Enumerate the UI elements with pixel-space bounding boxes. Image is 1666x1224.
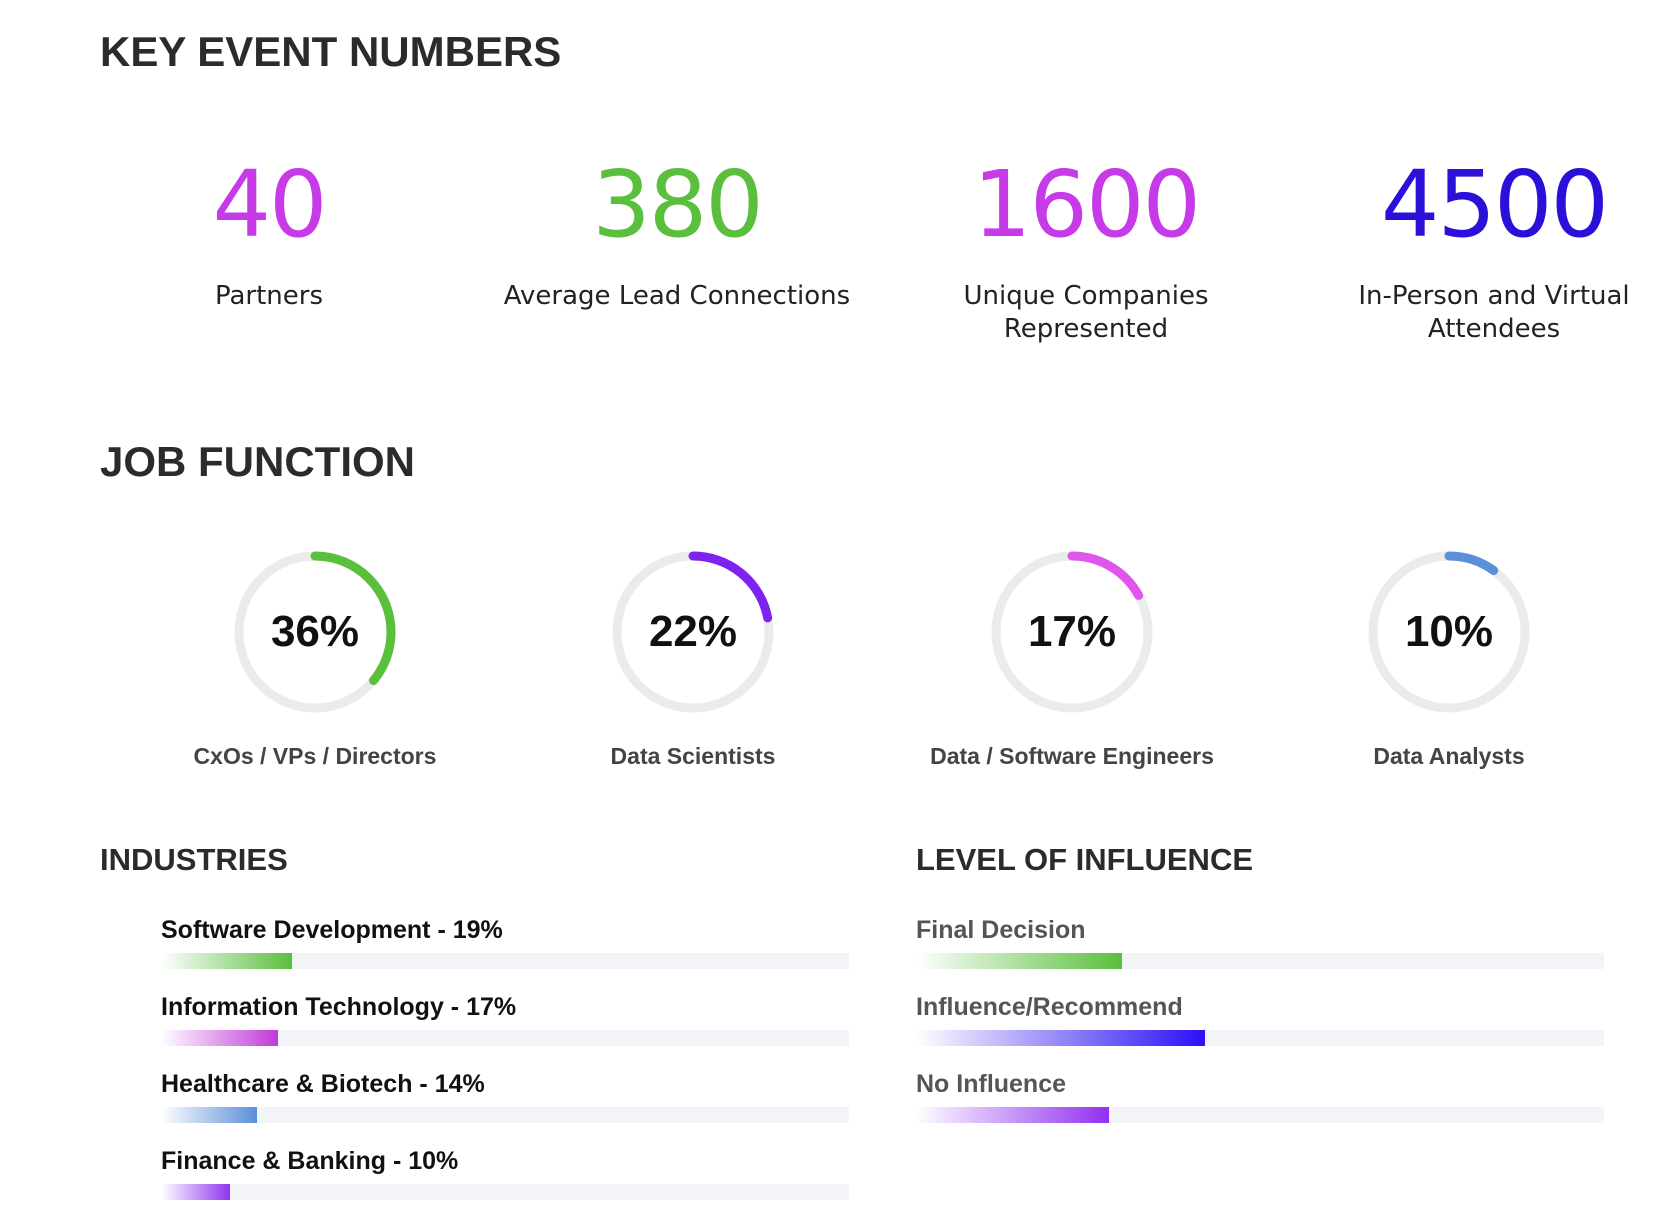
bar-fill bbox=[161, 1184, 230, 1200]
bar-track bbox=[916, 1107, 1604, 1123]
bar-track bbox=[916, 1030, 1604, 1046]
bar-label: Final Decision bbox=[916, 916, 1086, 944]
bar-fill bbox=[161, 953, 292, 969]
ring-percent: 10% bbox=[1404, 607, 1494, 656]
ring-chart bbox=[612, 551, 774, 713]
industries-heading: INDUSTRIES bbox=[100, 842, 288, 877]
ring-chart bbox=[1368, 551, 1530, 713]
bar-track bbox=[161, 1107, 849, 1123]
key-event-numbers-heading: KEY EVENT NUMBERS bbox=[100, 28, 562, 75]
bar-track bbox=[161, 1030, 849, 1046]
bar-label: Information Technology - 17% bbox=[161, 993, 517, 1021]
ring-progress bbox=[1368, 551, 1530, 713]
stat-value: 40 bbox=[212, 151, 327, 258]
stat-label: In-Person and Virtual Attendees bbox=[1358, 281, 1630, 344]
stat-value: 1600 bbox=[972, 151, 1201, 258]
bar-label: Influence/Recommend bbox=[916, 993, 1183, 1021]
key-number-stat: 380 Average Lead Connections bbox=[477, 150, 877, 313]
industries-bar-row: Finance & Banking - 10% bbox=[161, 1146, 849, 1200]
influence-bar-row: No Influence bbox=[916, 1069, 1604, 1123]
bar-label: No Influence bbox=[916, 1070, 1067, 1098]
job-function-label: Data / Software Engineers bbox=[930, 743, 1214, 769]
key-number-stat: 1600 Unique Companies Represented bbox=[886, 150, 1286, 346]
bar-track bbox=[161, 953, 849, 969]
bar-track bbox=[916, 953, 1604, 969]
bar-track bbox=[161, 1184, 849, 1200]
job-function-label: CxOs / VPs / Directors bbox=[193, 743, 437, 769]
ring-progress bbox=[234, 551, 396, 713]
industries-bar-row: Software Development - 19% bbox=[161, 915, 849, 969]
stat-value: 380 bbox=[592, 151, 764, 258]
key-number-stat: 4500 In-Person and Virtual Attendees bbox=[1294, 150, 1666, 346]
bar-fill bbox=[916, 1107, 1109, 1123]
bar-label: Finance & Banking - 10% bbox=[161, 1147, 459, 1175]
ring-percent: 36% bbox=[270, 607, 360, 656]
ring-percent: 17% bbox=[1027, 607, 1117, 656]
stat-value: 4500 bbox=[1380, 151, 1609, 258]
influence-bar-row: Influence/Recommend bbox=[916, 992, 1604, 1046]
stat-label: Partners bbox=[214, 281, 324, 311]
bar-fill bbox=[916, 1030, 1205, 1046]
ring-progress bbox=[612, 551, 774, 713]
job-function-heading: JOB FUNCTION bbox=[100, 438, 415, 485]
stat-label: Unique Companies Represented bbox=[963, 281, 1209, 344]
job-function-ring: 17% bbox=[987, 547, 1157, 717]
bar-fill bbox=[161, 1107, 258, 1123]
stat-label: Average Lead Connections bbox=[503, 281, 851, 311]
level-of-influence-heading: LEVEL OF INFLUENCE bbox=[916, 842, 1254, 877]
job-function-ring: 36% bbox=[230, 547, 400, 717]
influence-bar-row: Final Decision bbox=[916, 915, 1604, 969]
job-function-ring: 22% bbox=[608, 547, 778, 717]
industries-bar-row: Healthcare & Biotech - 14% bbox=[161, 1069, 849, 1123]
job-function-ring: 10% bbox=[1364, 547, 1534, 717]
bar-label: Software Development - 19% bbox=[161, 916, 503, 944]
industries-bar-row: Information Technology - 17% bbox=[161, 992, 849, 1046]
key-number-stat: 40 Partners bbox=[69, 150, 469, 313]
ring-progress bbox=[991, 551, 1153, 713]
bar-fill bbox=[161, 1030, 278, 1046]
job-function-label: Data Scientists bbox=[610, 743, 776, 769]
job-function-label: Data Analysts bbox=[1373, 743, 1525, 769]
bar-fill bbox=[916, 953, 1123, 969]
bar-label: Healthcare & Biotech - 14% bbox=[161, 1070, 485, 1098]
ring-chart bbox=[991, 551, 1153, 713]
ring-percent: 22% bbox=[648, 607, 738, 656]
ring-chart bbox=[234, 551, 396, 713]
